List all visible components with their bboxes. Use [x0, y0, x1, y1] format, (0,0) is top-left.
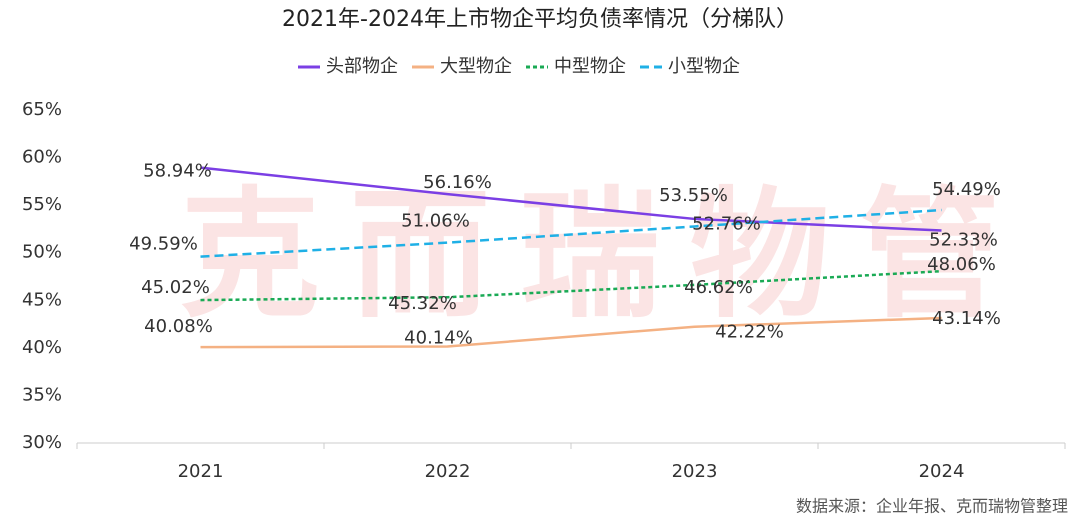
source-note: 数据来源：企业年报、克而瑞物管整理 — [796, 497, 1068, 516]
x-tick-label: 2022 — [425, 461, 471, 482]
y-tick-label: 60% — [22, 147, 62, 168]
data-label: 42.22% — [715, 322, 784, 343]
y-tick-label: 30% — [22, 432, 62, 453]
data-label: 43.14% — [932, 308, 1001, 329]
y-tick-label: 35% — [22, 384, 62, 405]
data-label: 40.14% — [404, 328, 473, 349]
y-tick-label: 65% — [22, 99, 62, 120]
legend-label: 大型物企 — [440, 56, 512, 77]
x-tick-label: 2023 — [672, 461, 718, 482]
series-line — [200, 316, 942, 349]
y-tick-label: 50% — [22, 242, 62, 263]
data-label: 56.16% — [423, 172, 492, 193]
data-label: 54.49% — [932, 179, 1001, 200]
x-tick-label: 2021 — [178, 461, 224, 482]
series-line — [200, 269, 942, 302]
y-tick-label: 40% — [22, 337, 62, 358]
legend-label: 头部物企 — [326, 56, 398, 77]
y-tick-label: 55% — [22, 194, 62, 215]
data-label: 52.76% — [692, 213, 761, 234]
x-tick-label: 2024 — [919, 461, 965, 482]
data-label: 58.94% — [143, 161, 212, 182]
series-line — [200, 166, 942, 232]
data-label: 49.59% — [129, 234, 198, 255]
data-label: 48.06% — [927, 254, 996, 275]
data-label: 46.62% — [684, 277, 753, 298]
legend-label: 小型物企 — [668, 56, 740, 77]
chart-title: 2021年-2024年上市物企平均负债率情况（分梯队） — [282, 7, 798, 32]
data-label: 45.02% — [141, 277, 210, 298]
data-label: 51.06% — [401, 211, 470, 232]
watermark: 克而瑞物管 — [180, 175, 1030, 338]
legend-label: 中型物企 — [554, 56, 626, 77]
data-label: 40.08% — [144, 316, 213, 337]
data-label: 45.32% — [388, 293, 457, 314]
data-label: 53.55% — [659, 185, 728, 206]
data-label: 52.33% — [929, 230, 998, 251]
y-tick-label: 45% — [22, 289, 62, 310]
series-line — [200, 208, 942, 258]
